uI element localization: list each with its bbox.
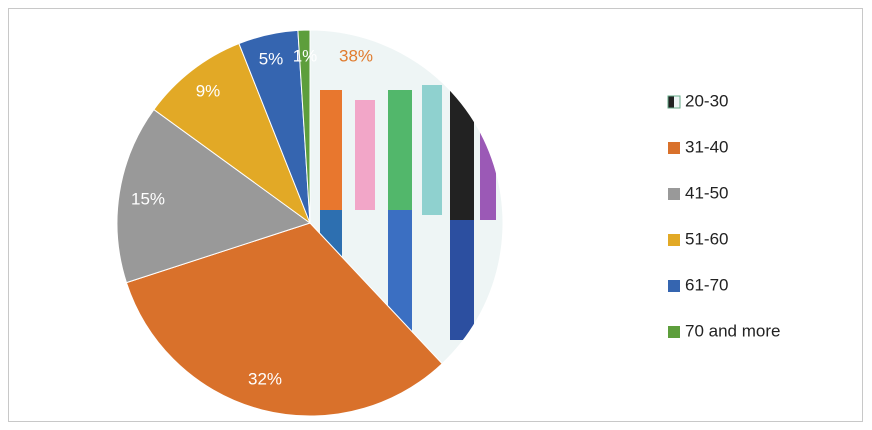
legend-swatch [668, 96, 680, 108]
legend-label: 41-50 [685, 183, 728, 202]
legend-swatch [668, 280, 680, 292]
legend-swatch [668, 326, 680, 338]
legend-label: 31-40 [685, 137, 728, 156]
data-label: 1% [293, 46, 318, 65]
legend-swatch [668, 142, 680, 154]
legend-label: 20-30 [685, 91, 728, 110]
data-label: 38% [339, 46, 373, 65]
legend-swatch [668, 188, 680, 200]
legend-label: 61-70 [685, 275, 728, 294]
pie: 38% 32% 15% 9% 5% 1% [117, 30, 503, 416]
legend-swatch [668, 234, 680, 246]
data-label: 32% [248, 369, 282, 388]
data-label: 9% [196, 81, 221, 100]
data-label: 15% [131, 189, 165, 208]
data-label: 5% [259, 49, 284, 68]
legend-label: 51-60 [685, 229, 728, 248]
legend-label: 70 and more [685, 321, 780, 340]
chart: 38% 32% 15% 9% 5% 1% 20-30 31-40 41-50 51-60 61-7… [0, 0, 872, 430]
